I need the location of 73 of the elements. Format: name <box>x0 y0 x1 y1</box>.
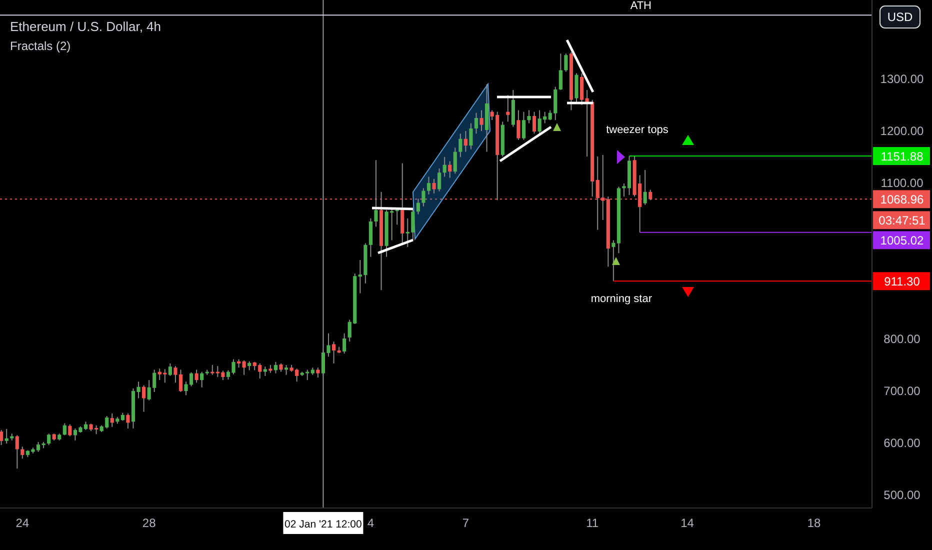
candlestick <box>395 208 399 226</box>
candlestick <box>422 188 426 207</box>
candlestick <box>368 218 372 258</box>
text: USD <box>887 10 913 24</box>
candlestick <box>416 198 420 215</box>
candlestick <box>68 424 72 437</box>
ref-line-label: 1068.96 <box>880 192 924 207</box>
data-label: 911.30 <box>884 274 920 289</box>
y-tick-label: 600.00 <box>884 436 921 450</box>
candlestick <box>316 367 320 378</box>
candlestick <box>453 147 457 174</box>
candlestick <box>242 360 246 376</box>
candlestick <box>612 240 616 282</box>
candlestick <box>474 112 478 134</box>
candlestick <box>194 369 198 384</box>
candlestick <box>374 160 378 228</box>
candlestick <box>200 371 204 388</box>
candlestick <box>527 110 531 124</box>
candlestick <box>438 168 442 192</box>
text: Ethereum / U.S. Dollar, 4h <box>10 19 162 34</box>
candlestick <box>15 434 19 469</box>
candlestick <box>332 341 336 364</box>
candlestick <box>558 53 562 90</box>
x-tick-label: 28 <box>142 516 156 530</box>
candlestick <box>516 110 520 140</box>
candlestick <box>532 111 536 134</box>
candlestick <box>110 412 114 428</box>
candlestick <box>342 332 346 354</box>
y-tick-label: 1200.00 <box>880 124 924 138</box>
candlestick <box>643 170 647 206</box>
candlestick <box>522 111 526 140</box>
candlestick <box>168 362 172 376</box>
candlestick <box>574 72 578 104</box>
candlestick <box>426 176 431 195</box>
text: Fractals (2) <box>10 39 71 53</box>
candlestick <box>263 366 267 376</box>
y-tick-label: 1100.00 <box>880 176 924 190</box>
candlestick <box>47 433 51 446</box>
candlestick <box>464 130 468 152</box>
candlestick <box>442 156 446 178</box>
annotation: morning star <box>590 293 652 306</box>
candlestick <box>432 178 436 194</box>
candlestick <box>210 364 214 376</box>
candlestick <box>564 53 568 72</box>
data-label: 1151.88 <box>880 150 924 164</box>
y-tick-label: 700.00 <box>884 384 921 398</box>
candlestick <box>62 422 66 436</box>
candlestick <box>469 122 473 150</box>
candlestick <box>506 94 510 122</box>
candlestick <box>142 384 146 412</box>
y-tick-label: 800.00 <box>884 332 921 346</box>
candlestick <box>284 364 288 376</box>
annotation: tweezer tops <box>606 124 669 136</box>
x-tick-label: 24 <box>16 516 30 530</box>
y-tick-label: 1300.00 <box>880 72 924 86</box>
data-label: 1005.02 <box>880 234 924 248</box>
candlestick <box>274 361 278 374</box>
candlestick <box>0 430 4 446</box>
x-tick-label: 7 <box>462 516 470 530</box>
y-tick-label: 500.00 <box>884 488 921 502</box>
x-tick-label: 4 <box>367 516 374 530</box>
ref-line-label: 02 Jan '21 12:00 <box>284 518 362 530</box>
candlestick <box>458 133 462 158</box>
candlestick <box>448 160 452 178</box>
text: 03:47:51 <box>878 214 926 228</box>
ref-line-label: ATH <box>630 0 652 12</box>
candlestick <box>4 428 8 444</box>
candlestick <box>20 446 24 460</box>
candlestick <box>126 412 130 429</box>
x-tick-label: 18 <box>807 516 821 530</box>
x-tick-label: 11 <box>586 516 599 530</box>
candlestick <box>480 110 484 132</box>
x-tick-label: 14 <box>680 516 694 530</box>
